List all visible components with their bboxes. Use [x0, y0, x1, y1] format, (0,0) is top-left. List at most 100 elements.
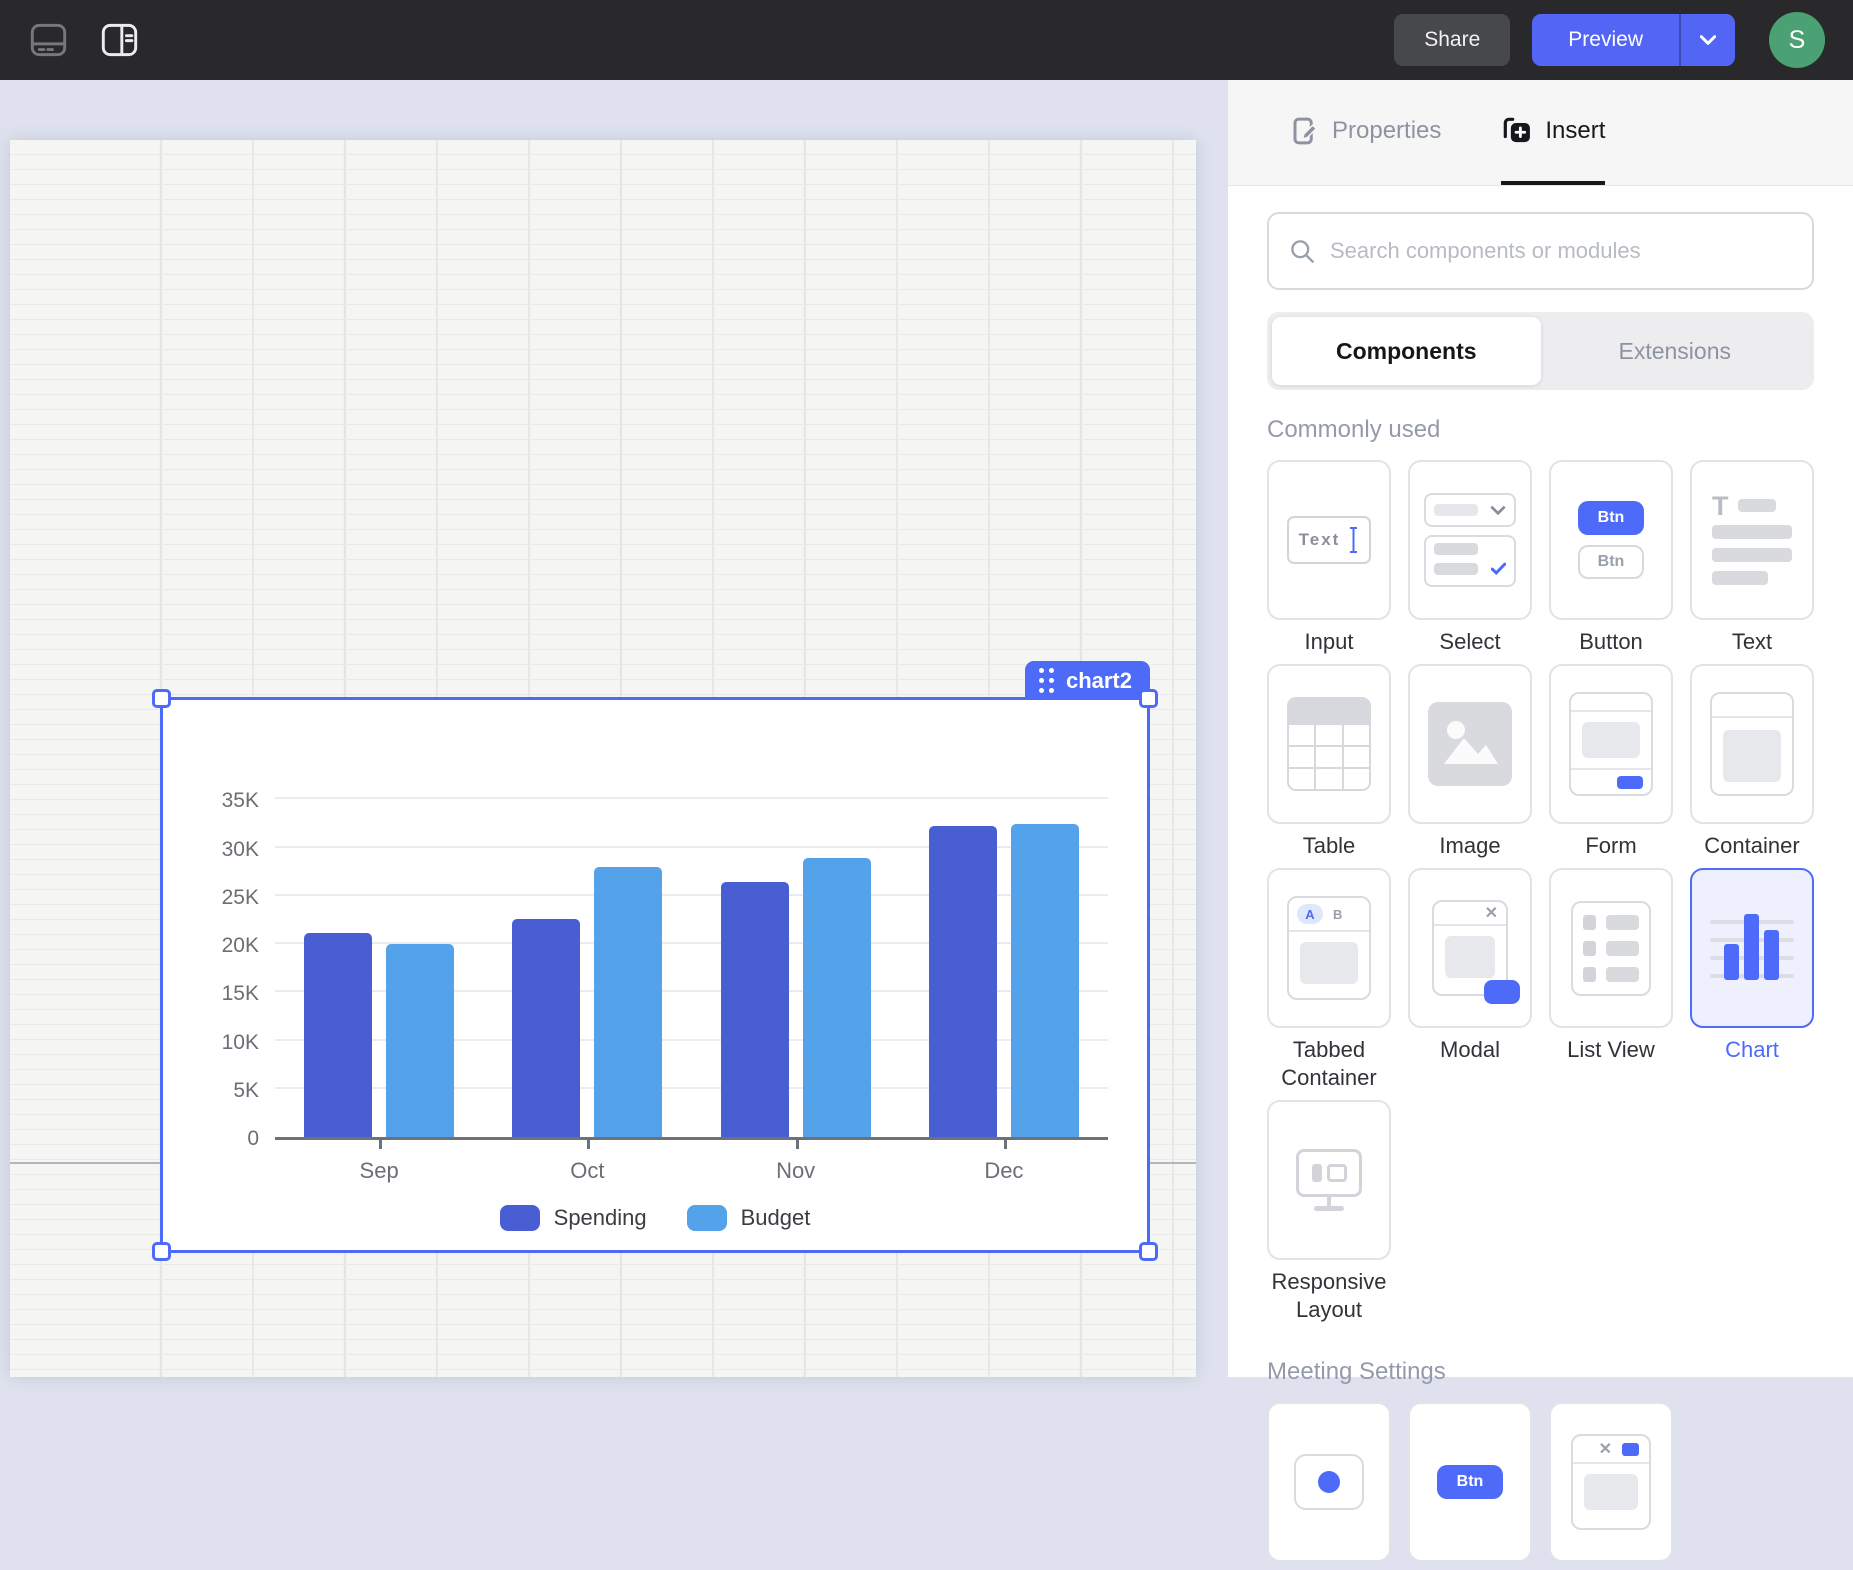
- component-label: Table: [1302, 833, 1356, 858]
- input-icon: Text: [1286, 516, 1372, 564]
- component-card-container[interactable]: [1690, 664, 1814, 824]
- bar-group: [692, 790, 900, 1149]
- segment-extensions[interactable]: Extensions: [1618, 337, 1731, 364]
- budget-bar: [386, 944, 455, 1137]
- spending-bar: [720, 882, 789, 1137]
- chart-x-axis-labels: Sep Oct Nov Dec: [275, 1158, 1108, 1184]
- legend-item: Spending: [499, 1205, 647, 1231]
- component-tag[interactable]: chart2: [1024, 661, 1150, 700]
- share-button[interactable]: Share: [1394, 14, 1511, 66]
- toggle-right-panel-icon[interactable]: [101, 23, 138, 57]
- table-icon: [1287, 697, 1371, 791]
- component-label: Container: [1704, 833, 1800, 858]
- component-label: Modal: [1440, 1037, 1500, 1062]
- x-tick-label: Nov: [776, 1158, 816, 1183]
- round-component-icon: [1294, 1454, 1364, 1510]
- chart2-component[interactable]: chart2 0 5K 10K 15K 20K 25K 30K 35K Sep Oct Nov De…: [152, 661, 1158, 1261]
- y-tick-label: 10K: [221, 1030, 259, 1054]
- bar-group: [275, 790, 483, 1149]
- chart-plot-area: [275, 790, 1108, 1149]
- button-component-icon: Btn: [1437, 1465, 1503, 1499]
- component-label: Button: [1579, 629, 1643, 654]
- modal-component-icon: ✕: [1571, 1434, 1651, 1530]
- form-icon: [1569, 692, 1653, 796]
- editor-canvas[interactable]: chart2 0 5K 10K 15K 20K 25K 30K 35K Sep Oct Nov De…: [0, 80, 1227, 1377]
- component-label: Text: [1731, 629, 1773, 654]
- bar-group: [900, 790, 1108, 1149]
- resize-handle-bottom-left[interactable]: [152, 1242, 171, 1261]
- y-tick-label: 25K: [221, 885, 259, 909]
- component-card-table[interactable]: [1267, 664, 1391, 824]
- x-tick-label: Sep: [359, 1158, 399, 1183]
- component-card-input[interactable]: Text: [1267, 460, 1391, 620]
- chevron-down-icon: [1700, 35, 1716, 45]
- component-card-modal[interactable]: ✕: [1408, 868, 1532, 1028]
- y-tick-label: 35K: [221, 789, 259, 813]
- spending-bar: [928, 826, 997, 1137]
- bar-group: [483, 790, 691, 1149]
- text-icon: T: [1712, 492, 1792, 585]
- component-label: Responsive Layout: [1271, 1269, 1387, 1322]
- component-card-list-view[interactable]: [1549, 868, 1673, 1028]
- budget-bar: [802, 858, 871, 1137]
- resize-handle-top-left[interactable]: [152, 689, 171, 708]
- preview-button[interactable]: Preview: [1532, 14, 1679, 66]
- legend-item: Budget: [686, 1205, 810, 1231]
- resize-handle-bottom-right[interactable]: [1139, 1242, 1158, 1261]
- resize-handle-top-right[interactable]: [1139, 689, 1158, 708]
- container-icon: [1710, 692, 1794, 796]
- component-card-responsive-layout[interactable]: [1267, 1100, 1391, 1260]
- spending-bar: [512, 918, 581, 1137]
- component-label: Select: [1439, 629, 1501, 654]
- preview-options-button[interactable]: [1679, 14, 1735, 66]
- x-tick-label: Dec: [984, 1158, 1024, 1183]
- library-switcher: Components Extensions: [1267, 312, 1814, 390]
- tab-properties-label: Properties: [1332, 116, 1442, 144]
- search-input[interactable]: [1330, 238, 1792, 264]
- y-tick-label: 5K: [233, 1078, 259, 1102]
- component-card-meeting-2[interactable]: Btn: [1408, 1402, 1532, 1562]
- inspector-panel: Properties Insert Components Extensions …: [1227, 80, 1853, 1562]
- tab-insert-label: Insert: [1545, 116, 1606, 144]
- modal-icon: ✕: [1432, 900, 1520, 1004]
- component-card-form[interactable]: [1549, 664, 1673, 824]
- image-icon: [1428, 702, 1512, 786]
- component-search[interactable]: [1267, 212, 1814, 290]
- avatar[interactable]: S: [1769, 12, 1825, 68]
- chart-icon: [1710, 906, 1794, 990]
- chart-legend: Spending Budget: [163, 1205, 1147, 1231]
- properties-icon: [1293, 117, 1318, 144]
- tab-properties[interactable]: Properties: [1290, 80, 1441, 185]
- legend-swatch: [686, 1205, 727, 1231]
- legend-swatch: [499, 1205, 540, 1231]
- list-view-icon: [1571, 900, 1651, 996]
- component-label: Chart: [1725, 1037, 1779, 1062]
- drag-handle-icon[interactable]: [1038, 668, 1054, 693]
- tab-insert[interactable]: Insert: [1501, 80, 1606, 185]
- component-label: Form: [1585, 833, 1637, 858]
- component-card-select[interactable]: [1408, 460, 1532, 620]
- component-label: Image: [1439, 833, 1501, 858]
- component-card-text[interactable]: T: [1690, 460, 1814, 620]
- component-card-tabbed-container[interactable]: A B: [1267, 868, 1391, 1028]
- y-tick-label: 0: [247, 1127, 259, 1150]
- component-label: Tabbed Container: [1281, 1037, 1377, 1090]
- section-title-commonly-used: Commonly used: [1267, 416, 1441, 443]
- component-card-chart[interactable]: [1690, 868, 1814, 1028]
- component-label: Input: [1304, 629, 1354, 654]
- y-tick-label: 15K: [221, 982, 259, 1006]
- component-card-meeting-1[interactable]: [1267, 1402, 1391, 1562]
- component-grid: Text Input: [1267, 460, 1814, 1332]
- component-card-button[interactable]: Btn Btn: [1549, 460, 1673, 620]
- toggle-bottom-panel-icon[interactable]: [30, 23, 67, 57]
- section-title-meeting-settings: Meeting Settings: [1267, 1358, 1446, 1385]
- budget-bar: [594, 866, 663, 1137]
- component-card-image[interactable]: [1408, 664, 1532, 824]
- component-label: List View: [1567, 1037, 1655, 1062]
- spending-bar: [304, 933, 373, 1137]
- segment-components[interactable]: Components: [1272, 317, 1541, 385]
- budget-bar: [1010, 824, 1079, 1137]
- select-icon: [1424, 493, 1516, 587]
- search-icon: [1291, 239, 1314, 263]
- component-card-meeting-3[interactable]: ✕: [1549, 1402, 1673, 1562]
